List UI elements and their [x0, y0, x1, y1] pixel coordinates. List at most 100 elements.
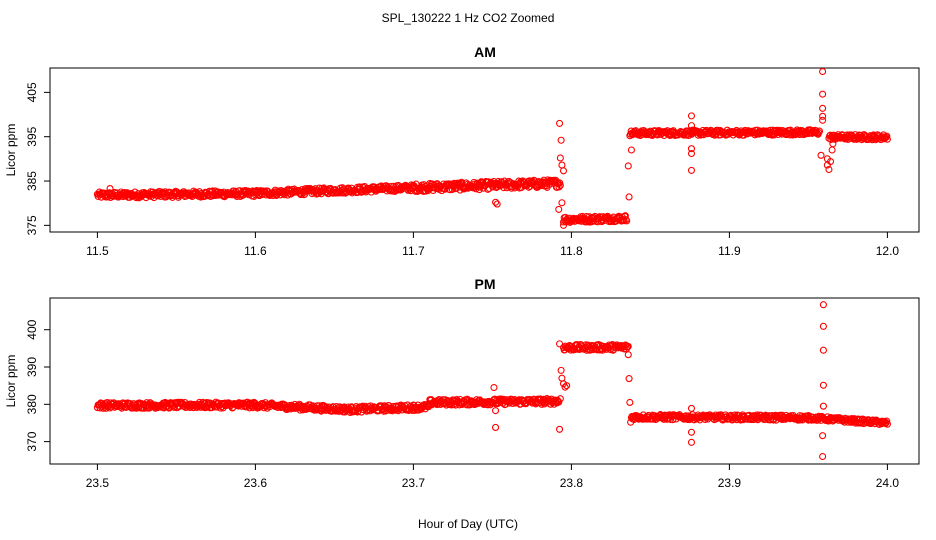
panel-pm: PM Licor ppm 23.5 23.6 23.7 23.8 23.9 24.0 37…	[4, 276, 920, 490]
data-point-pm-outlier-14	[627, 418, 635, 426]
x-tick-label-am-1: 11.6	[244, 244, 267, 258]
x-ticks-am: 11.5 11.6 11.7 11.8 11.9 12.0	[86, 232, 899, 258]
data-point-pm-outlier-12	[625, 375, 633, 383]
x-tick-label-pm-3: 23.8	[560, 476, 584, 490]
data-point-pm-outlier-0	[490, 383, 498, 392]
scatter-marks-am	[93, 68, 891, 229]
data-point-pm-outlier-2	[492, 423, 500, 431]
x-tick-label-pm-0: 23.5	[86, 476, 110, 490]
data-point-am-outlier-29	[828, 146, 836, 154]
data-point-am-outlier-0	[106, 185, 114, 193]
data-point-pm-outlier-8	[563, 382, 571, 390]
data-point-pm-outlier-11	[624, 351, 632, 359]
data-point-pm-band3	[555, 398, 563, 406]
y-axis-label-am: Licor ppm	[4, 124, 18, 177]
y-tick-label-pm-3: 400	[25, 319, 39, 339]
data-point-am-outlier-13	[627, 146, 635, 154]
data-point-pm-outlier-7	[561, 383, 569, 391]
data-point-am-outlier-23	[819, 116, 827, 124]
data-point-am-outlier-21	[819, 104, 827, 112]
panel-title-pm: PM	[475, 276, 496, 292]
data-point-pm-outlier-18	[819, 301, 827, 309]
data-point-am-outlier-9	[558, 199, 566, 207]
data-point-am-outlier-6	[558, 161, 566, 169]
data-point-am-outlier-18	[687, 166, 696, 174]
data-point-am-band4	[815, 127, 824, 135]
data-point-pm-band6	[883, 420, 891, 428]
data-point-pm-band0	[170, 403, 178, 411]
data-point-am-outlier-19	[819, 68, 827, 76]
data-point-am-outlier-24	[817, 151, 825, 159]
data-point-am-outlier-15	[687, 122, 696, 130]
data-point-pm-outlier-20	[819, 346, 827, 354]
data-point-pm-outlier-13	[626, 398, 634, 407]
y-tick-label-am-3: 405	[25, 82, 39, 102]
data-point-am-outlier-4	[557, 136, 565, 144]
data-point-pm-outlier-3	[555, 340, 564, 348]
y-axis-label-pm: Licor ppm	[4, 355, 18, 408]
data-point-am-outlier-10	[559, 221, 568, 229]
data-point-am-outlier-20	[819, 90, 827, 98]
data-point-am-outlier-11	[624, 162, 632, 170]
chart-title: SPL_130222 1 Hz CO2 Zoomed	[382, 11, 555, 25]
data-point-pm-band6	[883, 417, 891, 425]
data-point-am-outlier-22	[819, 112, 827, 120]
data-point-am-outlier-28	[826, 157, 835, 166]
data-point-pm-outlier-19	[819, 322, 827, 330]
data-point-am-band2	[555, 183, 563, 191]
x-ticks-pm: 23.5 23.6 23.7 23.8 23.9 24.0	[86, 464, 900, 490]
x-tick-label-am-5: 12.0	[876, 244, 900, 258]
plot-frame-am	[49, 67, 920, 233]
data-point-pm-band5	[680, 415, 688, 423]
data-point-am-outlier-8	[555, 205, 563, 213]
data-point-pm-outlier-17	[687, 438, 696, 446]
x-tick-label-am-4: 11.9	[718, 244, 741, 258]
data-point-am-outlier-17	[687, 150, 696, 158]
y-ticks-pm: 370 380 390 400	[25, 319, 50, 452]
data-point-pm-outlier-1	[492, 407, 500, 415]
data-point-am-band5	[883, 132, 891, 140]
data-point-am-outlier-16	[687, 145, 696, 153]
data-point-am-band3	[621, 212, 629, 220]
scatter-marks-pm	[93, 301, 891, 461]
data-point-am-outlier-1	[492, 198, 500, 206]
x-tick-label-pm-1: 23.6	[244, 476, 268, 490]
data-point-am-outlier-30	[829, 140, 837, 148]
y-tick-label-am-2: 395	[25, 126, 39, 146]
y-ticks-am: 375 385 395 405	[25, 82, 50, 235]
data-point-am-outlier-14	[687, 112, 696, 120]
data-point-pm-outlier-4	[557, 366, 565, 374]
data-point-pm-band4	[624, 342, 632, 350]
data-point-am-band3	[623, 217, 631, 225]
data-point-pm-outlier-15	[687, 404, 696, 412]
y-tick-label-pm-1: 380	[25, 394, 39, 414]
data-point-am-band2	[556, 181, 564, 189]
data-point-pm-outlier-16	[687, 428, 696, 436]
plot-frame-pm	[49, 297, 920, 465]
x-tick-label-pm-2: 23.7	[402, 476, 426, 490]
data-point-am-band1	[339, 189, 347, 197]
data-point-pm-outlier-24	[819, 452, 827, 461]
x-tick-label-pm-5: 24.0	[876, 476, 900, 490]
x-tick-label-am-3: 11.8	[560, 244, 583, 258]
data-point-pm-band5	[695, 412, 703, 420]
data-point-pm-outlier-23	[819, 432, 827, 440]
y-tick-label-am-1: 385	[25, 171, 39, 191]
x-tick-label-am-0: 11.5	[86, 244, 109, 258]
data-point-am-band5	[883, 135, 891, 143]
panel-title-am: AM	[474, 44, 496, 60]
y-tick-label-pm-0: 370	[25, 431, 39, 451]
data-point-pm-outlier-22	[819, 402, 827, 410]
x-tick-label-am-2: 11.7	[402, 244, 425, 258]
data-point-am-outlier-7	[559, 167, 568, 175]
data-point-am-outlier-27	[825, 165, 833, 174]
data-point-am-band2	[531, 177, 539, 185]
data-point-am-outlier-5	[556, 154, 564, 162]
data-point-pm-outlier-9	[555, 425, 564, 433]
panel-am: AM Licor ppm 11.5 11.6 11.7 11.8 11.9 12.0 37…	[4, 44, 920, 258]
data-point-am-outlier-12	[625, 193, 633, 201]
x-tick-label-pm-4: 23.9	[718, 476, 742, 490]
data-point-am-outlier-2	[493, 200, 501, 208]
y-tick-label-pm-2: 390	[25, 357, 39, 377]
